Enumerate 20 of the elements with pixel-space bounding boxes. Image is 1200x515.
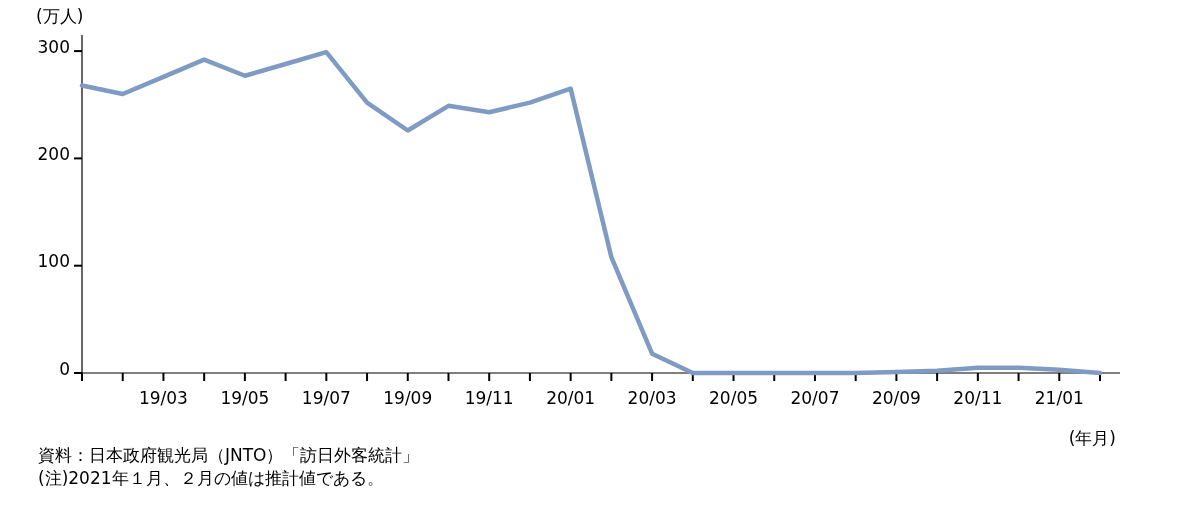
- x-tick-label: 19/11: [464, 388, 514, 408]
- text: (注)2021年１月、２月の値は推計値である。: [38, 468, 384, 488]
- x-tick-label: 19/07: [301, 388, 351, 408]
- x-tick-label: 20/05: [709, 388, 759, 408]
- y-axis-title: (万人): [36, 6, 84, 26]
- x-tick-label: 20/07: [790, 388, 840, 408]
- x-tick-label: 20/11: [953, 388, 1003, 408]
- y-tick-label: 200: [37, 144, 70, 165]
- x-tick-label: 19/03: [138, 388, 188, 408]
- x-tick-label: 20/01: [546, 388, 596, 408]
- x-tick-label: 19/05: [220, 388, 270, 408]
- text: 資料：日本政府観光局（JNTO）「訪日外客統計」: [38, 445, 420, 465]
- x-tick-label: 21/01: [1034, 388, 1084, 408]
- x-tick-label: 20/03: [627, 388, 677, 408]
- y-tick-label: 0: [59, 358, 70, 379]
- y-tick-label: 300: [37, 36, 70, 57]
- x-tick-label: 19/09: [383, 388, 433, 408]
- x-tick-label: 20/09: [871, 388, 921, 408]
- y-tick-label: 100: [37, 251, 70, 272]
- x-axis-title: (年月): [1068, 428, 1116, 448]
